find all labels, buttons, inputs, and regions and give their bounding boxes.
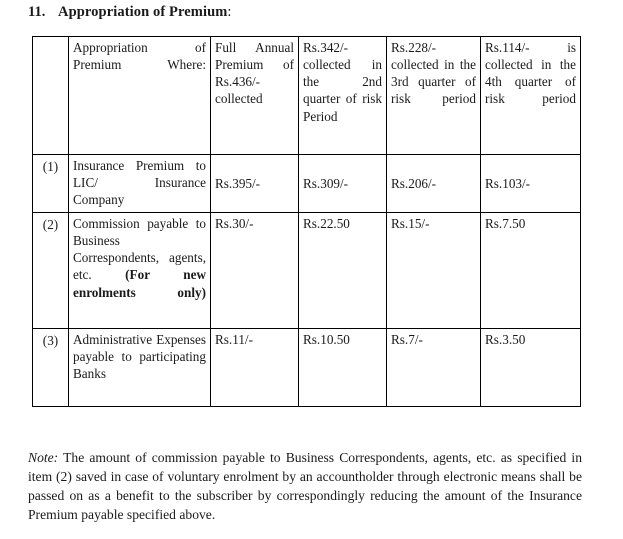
row-quarter4: Rs.3.50	[480, 328, 581, 407]
row-quarter2: Rs.10.50	[298, 328, 387, 407]
row-quarter4: Rs.103/-	[480, 154, 581, 213]
header-serial-cell	[32, 36, 69, 155]
row-description-text: Commission payable to Business Correspon…	[73, 216, 206, 283]
note-paragraph: Note: The amount of commission payable t…	[28, 448, 582, 525]
table-row: (3) Administrative Expenses payable to p…	[32, 328, 581, 407]
appropriation-table: Appropriation of Premium Where: Full Ann…	[32, 36, 581, 407]
page-title: 11. Appropriation of Premium:	[0, 4, 623, 21]
header-description-cell: Appropriation of Premium Where:	[68, 36, 211, 155]
row-quarter3: Rs.15/-	[386, 212, 481, 329]
row-quarter3: Rs.206/-	[386, 154, 481, 213]
row-description: Insurance Premium to LIC/ Insurance Comp…	[68, 154, 211, 213]
row-full-annual: Rs.11/-	[210, 328, 299, 407]
row-quarter3: Rs.7/-	[386, 328, 481, 407]
row-serial: (3)	[32, 328, 69, 407]
header-quarter4-cell: Rs.114/- is collected in the 4th quarter…	[480, 36, 581, 155]
row-description: Commission payable to Business Correspon…	[68, 212, 211, 329]
row-description: Administrative Expenses payable to parti…	[68, 328, 211, 407]
note-text: The amount of commission payable to Busi…	[28, 449, 582, 523]
table-row: (2) Commission payable to Business Corre…	[32, 212, 581, 329]
note-label: Note:	[28, 449, 59, 465]
heading-number: 11.	[28, 4, 46, 20]
row-quarter2: Rs.309/-	[298, 154, 387, 213]
row-description-emphasis: (For new enrolments only)	[73, 267, 206, 300]
row-serial: (1)	[32, 154, 69, 213]
row-full-annual: Rs.395/-	[210, 154, 299, 213]
heading-title: Appropriation of Premium	[58, 4, 228, 20]
header-quarter3-cell: Rs.228/- collected in the 3rd quarter of…	[386, 36, 481, 155]
table-row: (1) Insurance Premium to LIC/ Insurance …	[32, 154, 581, 213]
row-serial: (2)	[32, 212, 69, 329]
row-quarter2: Rs.22.50	[298, 212, 387, 329]
header-quarter2-cell: Rs.342/- collected in the 2nd quarter of…	[298, 36, 387, 155]
header-full-annual-cell: Full Annual Premium of Rs.436/- collecte…	[210, 36, 299, 155]
row-quarter4: Rs.7.50	[480, 212, 581, 329]
heading-colon: :	[227, 4, 232, 20]
row-full-annual: Rs.30/-	[210, 212, 299, 329]
table-header-row: Appropriation of Premium Where: Full Ann…	[32, 36, 581, 155]
